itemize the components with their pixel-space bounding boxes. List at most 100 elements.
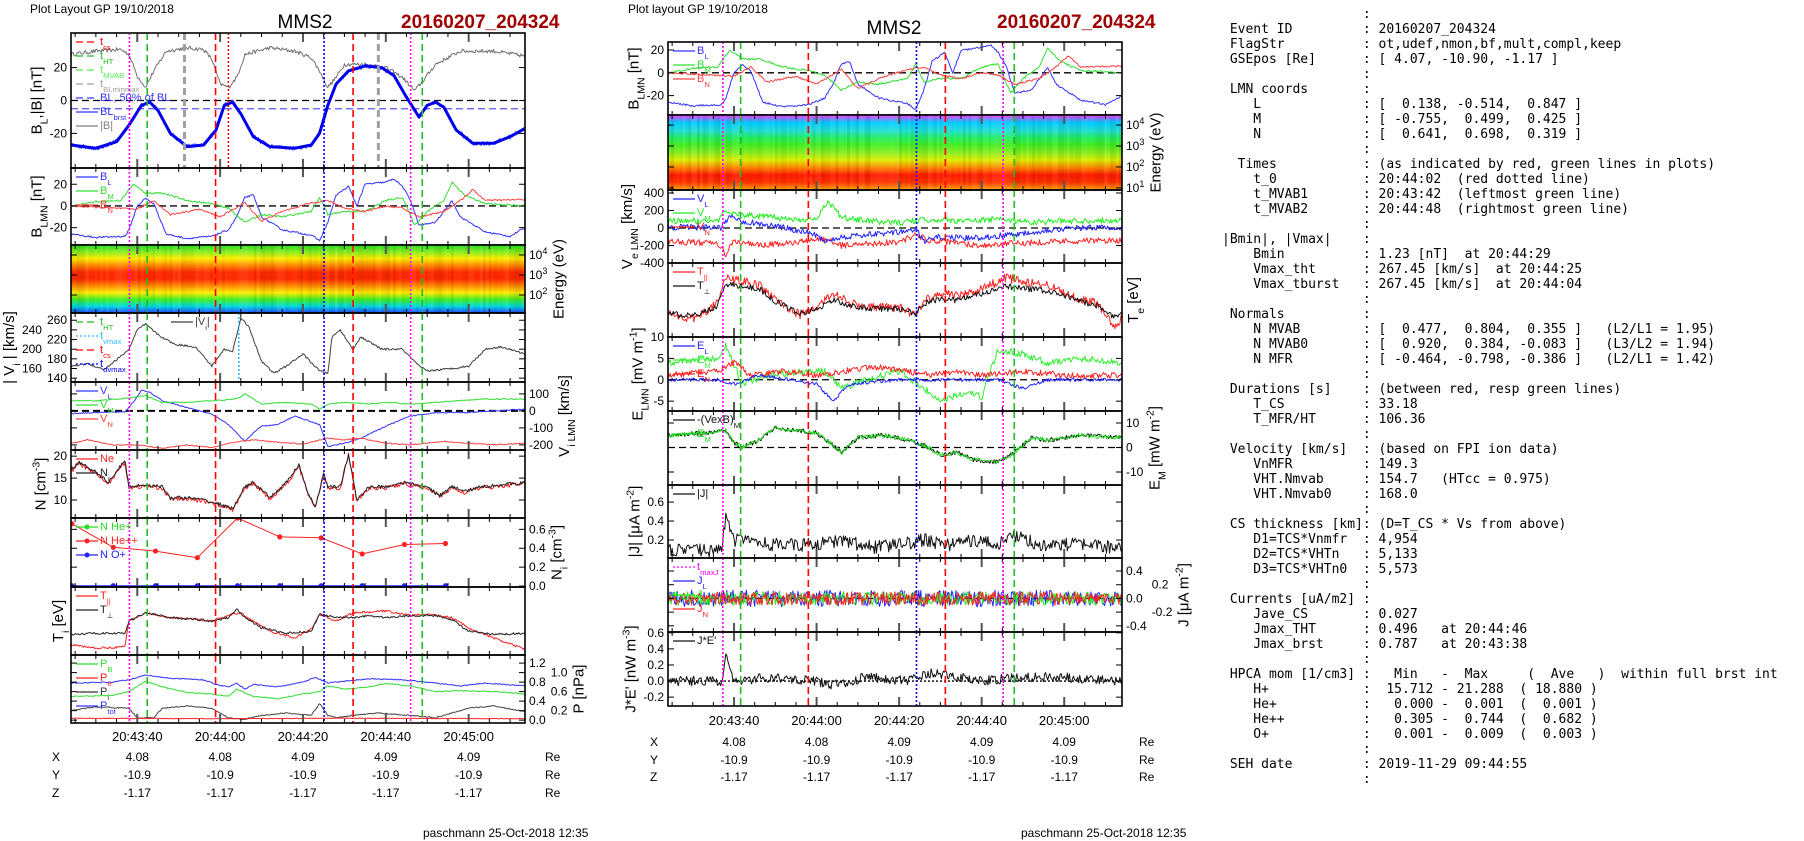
spectrogram-time-bin xyxy=(778,115,781,190)
position-value: 4.08 xyxy=(722,735,746,749)
position-unit: Re xyxy=(1139,753,1155,767)
spectrogram-time-bin xyxy=(279,245,283,313)
legend-label: BL, 50% of BL xyxy=(100,92,170,104)
y-tick-label: 0.2 xyxy=(647,533,664,547)
tick-label-base: 20 xyxy=(54,449,68,463)
info-line: : xyxy=(1222,367,1778,382)
position-value: 4.09 xyxy=(457,750,481,764)
y-axis-label: Vi LMN [km/s] xyxy=(556,375,578,457)
panel-plot-area xyxy=(668,632,1122,706)
panel-j: 0.6 0.4 0.2 |J| [μA m-2] |J| xyxy=(624,484,1123,559)
left-footer: paschmann 25-Oct-2018 12:35 xyxy=(423,826,589,840)
data-point xyxy=(318,535,324,541)
series-bm xyxy=(71,181,525,226)
spectrogram-time-bin xyxy=(199,245,202,313)
tick-label-base: 180 xyxy=(47,352,67,366)
spectrogram-time-bin xyxy=(132,245,135,313)
label-segment: t xyxy=(100,330,103,342)
info-line: t_MVAB2: 20:44:48 (rightmost green line) xyxy=(1222,202,1778,217)
y-tick-label: 0.2 xyxy=(529,560,546,574)
info-value: 168.0 xyxy=(1378,487,1418,502)
info-colon: : xyxy=(1362,772,1379,787)
info-colon: : xyxy=(1362,487,1379,502)
y-axis-label: EM [mW m-2] xyxy=(1144,406,1168,490)
position-value: 4.08 xyxy=(208,750,232,764)
spectrogram-time-bin xyxy=(114,245,118,313)
y-tick-label: 10 xyxy=(651,330,665,344)
spectrogram-time-bin xyxy=(216,245,219,313)
spectrogram-time-bin xyxy=(1072,115,1075,190)
info-line: Event ID: 20160207_204324 xyxy=(1222,22,1778,37)
spectrogram-time-bin xyxy=(193,245,196,313)
legend-label: N O+ xyxy=(100,549,126,561)
spectrogram-time-bin xyxy=(905,115,908,190)
info-value: 267.45 [km/s] at 20:44:04 xyxy=(1378,277,1583,292)
spectrogram-time-bin xyxy=(789,115,792,190)
data-point xyxy=(152,583,159,587)
y-axis-label: BLMN [nT] xyxy=(626,47,648,109)
label-segment: ⊥ xyxy=(107,611,114,620)
tick-label-base: 200 xyxy=(644,203,664,217)
label-segment: E xyxy=(697,340,704,352)
legend-label: |B| xyxy=(100,120,113,132)
info-colon: : xyxy=(1362,637,1379,652)
spectrogram-time-bin xyxy=(112,245,115,313)
spectrogram-time-bin xyxy=(878,115,882,190)
spectrogram-time-bin xyxy=(1035,115,1038,190)
y-tick-label: 0.2 xyxy=(551,704,568,718)
label-segment: -3 xyxy=(547,529,559,538)
spectrogram-time-bin xyxy=(763,115,766,190)
spectrogram-time-bin xyxy=(225,245,228,313)
label-segment: t xyxy=(697,561,700,573)
label-segment: -1 xyxy=(628,331,640,340)
spectrogram-time-bin xyxy=(812,115,816,190)
spectrogram-time-bin xyxy=(88,245,91,313)
spectrogram-time-bin xyxy=(471,245,475,313)
info-label: Vmax_tht xyxy=(1222,262,1316,277)
info-colon: : xyxy=(1362,652,1379,667)
y-tick-label: 240 xyxy=(22,323,42,337)
y-tick-label: 103 xyxy=(529,266,547,282)
tick-label-base: 1.0 xyxy=(551,666,568,680)
spectrogram-time-bin xyxy=(430,245,434,313)
series--b- xyxy=(71,45,525,91)
panel-plot-area xyxy=(71,245,525,313)
position-value: -1.17 xyxy=(455,786,483,800)
info-value: 4,954 xyxy=(1378,532,1418,547)
y-tick-label: 220 xyxy=(47,333,67,347)
info-line: GSEpos [Re]: [ 4.07, -10.90, -1.17 ] xyxy=(1222,52,1778,67)
position-unit: Re xyxy=(545,768,561,782)
legend-label: Pi xyxy=(100,686,109,702)
position-value: 4.09 xyxy=(291,750,315,764)
spectrogram-time-bin xyxy=(682,115,686,190)
label-segment: i xyxy=(60,631,72,633)
tick-label-base: 0.4 xyxy=(647,642,664,656)
spectrogram-time-bin xyxy=(798,115,801,190)
info-line: L: [ 0.138, -0.514, 0.847 ] xyxy=(1222,97,1778,112)
y-tick-label: 400 xyxy=(644,186,664,200)
spectrogram-time-bin xyxy=(1058,115,1062,190)
info-colon: : xyxy=(1362,412,1379,427)
data-point xyxy=(277,583,283,587)
spectrogram-time-bin xyxy=(454,245,457,313)
label-segment: B xyxy=(100,199,107,211)
info-colon: : xyxy=(1362,367,1379,382)
info-label: t_0 xyxy=(1222,172,1277,187)
spectrogram-time-bin xyxy=(82,245,86,313)
info-label: D3=TCS*VHTn0 xyxy=(1222,562,1348,577)
label-segment: cs xyxy=(103,43,111,52)
spectrogram-time-bin xyxy=(509,245,512,313)
info-line: : xyxy=(1222,7,1778,22)
legend-label: Pe xyxy=(100,672,112,688)
spectrogram-time-bin xyxy=(276,245,280,313)
spectrogram-time-bin xyxy=(485,245,489,313)
label-segment: N He++ xyxy=(100,535,138,547)
info-line: : xyxy=(1222,427,1778,442)
legend-label: EN xyxy=(697,368,710,384)
y-tick-label: 0 xyxy=(60,199,67,213)
y-tick-label: 0.4 xyxy=(529,541,546,555)
spectrogram-time-bin xyxy=(732,115,735,190)
info-colon: : xyxy=(1362,427,1379,442)
info-line: CS thickness [km]: (D=T_CS * Vs from abo… xyxy=(1222,517,1778,532)
